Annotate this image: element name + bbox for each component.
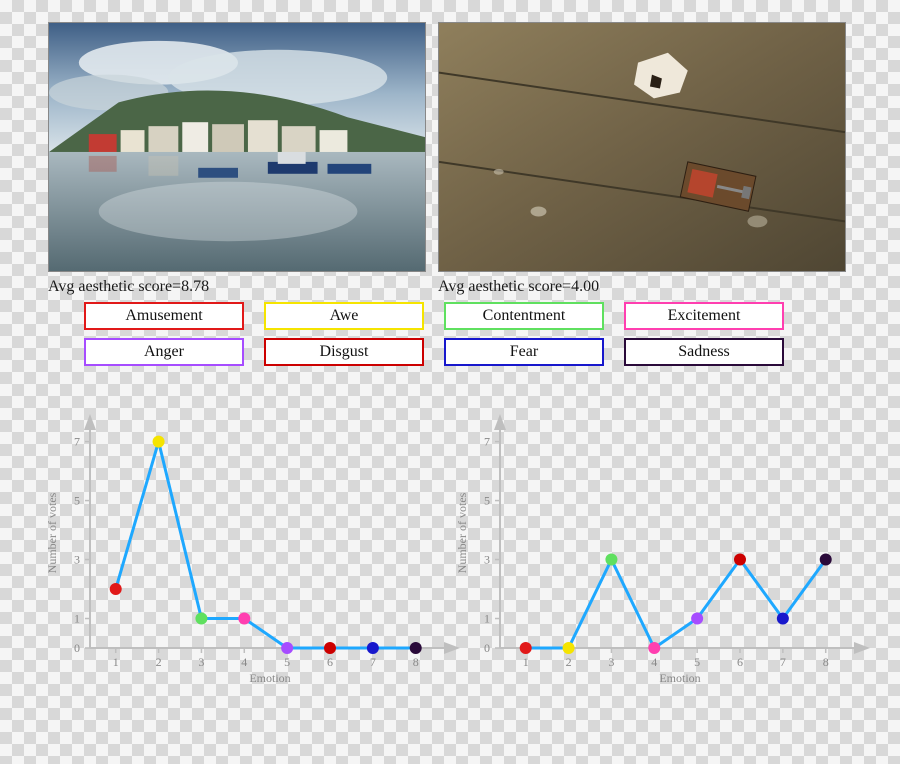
chart-point-contentment xyxy=(195,613,207,625)
example-photo-left xyxy=(48,22,426,272)
caption-right: Avg aesthetic score=4.00 xyxy=(438,278,599,296)
svg-text:3: 3 xyxy=(484,553,490,567)
svg-text:1: 1 xyxy=(113,655,119,669)
svg-text:Emotion: Emotion xyxy=(659,671,700,685)
emotion-tag-label: Awe xyxy=(330,307,359,324)
svg-text:1: 1 xyxy=(74,612,80,626)
svg-text:4: 4 xyxy=(651,655,657,669)
caption-left: Avg aesthetic score=8.78 xyxy=(48,278,209,296)
svg-text:4: 4 xyxy=(241,655,247,669)
svg-text:6: 6 xyxy=(327,655,333,669)
chart-point-disgust xyxy=(734,554,746,566)
chart-point-excitement xyxy=(648,642,660,654)
svg-text:Emotion: Emotion xyxy=(249,671,290,685)
floor-scene-placeholder xyxy=(439,23,845,271)
example-photo-right xyxy=(438,22,846,272)
svg-text:2: 2 xyxy=(566,655,572,669)
emotion-tag-label: Fear xyxy=(510,343,538,360)
svg-text:Number of votes: Number of votes xyxy=(45,492,59,573)
svg-text:6: 6 xyxy=(737,655,743,669)
svg-text:3: 3 xyxy=(198,655,204,669)
svg-text:7: 7 xyxy=(484,435,490,449)
emotion-chart-right: 0 1 3 5 7 1 2 3 4 5 6 7 8 Emotion Number of votes xyxy=(450,408,880,696)
emotion-chart-left: 0 1 3 5 7 1 2 3 4 5 6 7 8 Emotion Number of votes xyxy=(40,408,470,696)
svg-text:5: 5 xyxy=(74,494,80,508)
emotion-tag-fear: Fear xyxy=(444,338,604,366)
svg-text:7: 7 xyxy=(74,435,80,449)
svg-text:1: 1 xyxy=(523,655,529,669)
svg-text:7: 7 xyxy=(370,655,376,669)
emotion-tag-sadness: Sadness xyxy=(624,338,784,366)
emotion-tag-excitement: Excitement xyxy=(624,302,784,330)
chart-point-fear xyxy=(777,613,789,625)
chart-point-fear xyxy=(367,642,379,654)
chart-point-anger xyxy=(281,642,293,654)
emotion-tag-contentment: Contentment xyxy=(444,302,604,330)
svg-text:Number of votes: Number of votes xyxy=(455,492,469,573)
svg-text:5: 5 xyxy=(484,494,490,508)
svg-text:1: 1 xyxy=(484,612,490,626)
chart-point-amusement xyxy=(520,642,532,654)
chart-point-awe xyxy=(563,642,575,654)
chart-point-excitement xyxy=(238,613,250,625)
line-chart-svg: 0 1 3 5 7 1 2 3 4 5 6 7 8 Emotion Number of votes xyxy=(40,408,470,696)
emotion-tag-disgust: Disgust xyxy=(264,338,424,366)
svg-text:8: 8 xyxy=(413,655,419,669)
emotion-tag-label: Disgust xyxy=(320,343,369,360)
emotion-tag-label: Amusement xyxy=(125,307,202,324)
line-chart-svg: 0 1 3 5 7 1 2 3 4 5 6 7 8 Emotion Number of votes xyxy=(450,408,880,696)
svg-text:0: 0 xyxy=(74,641,80,655)
chart-point-sadness xyxy=(820,554,832,566)
harbor-scene-placeholder xyxy=(49,23,425,271)
chart-point-contentment xyxy=(605,554,617,566)
chart-point-disgust xyxy=(324,642,336,654)
svg-text:5: 5 xyxy=(694,655,700,669)
chart-point-anger xyxy=(691,613,703,625)
emotion-tag-label: Contentment xyxy=(483,307,566,324)
emotion-tag-awe: Awe xyxy=(264,302,424,330)
chart-point-amusement xyxy=(110,583,122,595)
emotion-tag-label: Excitement xyxy=(668,307,741,324)
emotion-tag-amusement: Amusement xyxy=(84,302,244,330)
chart-point-awe xyxy=(153,436,165,448)
svg-text:0: 0 xyxy=(484,641,490,655)
svg-text:2: 2 xyxy=(156,655,162,669)
svg-text:3: 3 xyxy=(608,655,614,669)
svg-text:7: 7 xyxy=(780,655,786,669)
svg-text:5: 5 xyxy=(284,655,290,669)
emotion-tag-label: Anger xyxy=(144,343,184,360)
emotion-tag-label: Sadness xyxy=(678,343,730,360)
svg-text:8: 8 xyxy=(823,655,829,669)
chart-point-sadness xyxy=(410,642,422,654)
figure-stage: { "images": { "left": { "caption": "Avg … xyxy=(0,0,900,764)
svg-text:3: 3 xyxy=(74,553,80,567)
emotion-tag-anger: Anger xyxy=(84,338,244,366)
